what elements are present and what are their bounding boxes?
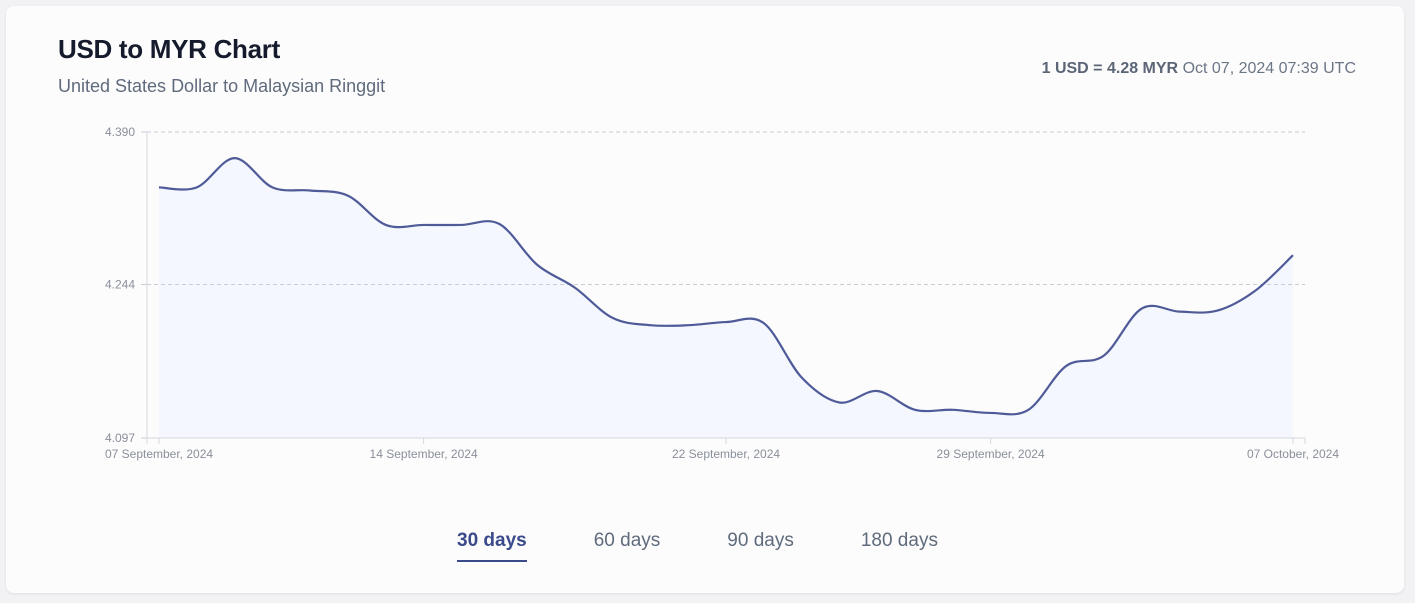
y-tick-label: 4.244 [105,277,135,291]
x-tick-label: 07 October, 2024 [1247,447,1339,461]
tab-180-days[interactable]: 180 days [860,530,938,551]
tab-60-days[interactable]: 60 days [593,530,661,551]
y-tick-label: 4.390 [105,125,135,139]
tab-90-days[interactable]: 90 days [727,530,794,551]
x-tick-label: 14 September, 2024 [370,447,478,461]
rate-timestamp: Oct 07, 2024 07:39 UTC [1182,60,1356,77]
x-tick-label: 22 September, 2024 [672,447,780,461]
rate-value: 1 USD = 4.28 MYR [1041,60,1179,77]
area-fill [159,158,1293,438]
y-tick-label: 4.097 [105,431,135,445]
current-rate: 1 USD = 4.28 MYR Oct 07, 2024 07:39 UTC [1042,60,1356,78]
x-tick-label: 29 September, 2024 [937,447,1045,461]
tab-30-days[interactable]: 30 days [457,530,527,562]
x-tick-label: 07 September, 2024 [105,447,213,461]
page-title: USD to MYR Chart [58,34,280,64]
period-tabs: 30 days 60 days 90 days 180 days [457,530,938,562]
page-subtitle: United States Dollar to Malaysian Ringgi… [58,76,386,96]
rate-line [158,157,1294,416]
